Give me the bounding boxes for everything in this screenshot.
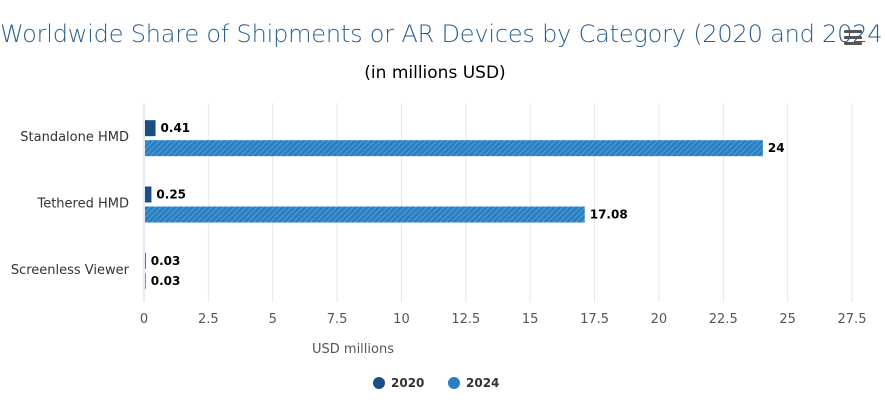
x-tick-label: 2.5 — [198, 312, 219, 327]
x-tick-label: 12.5 — [451, 312, 480, 327]
legend-marker[interactable] — [448, 377, 460, 389]
x-tick-label: 0 — [140, 312, 148, 327]
x-tick-label: 15 — [522, 312, 539, 327]
hamburger-menu-icon[interactable] — [844, 30, 862, 46]
bar-2020[interactable] — [145, 252, 146, 269]
bar-2020[interactable] — [145, 120, 156, 137]
data-label: 24 — [768, 141, 785, 155]
x-tick-label: 5 — [269, 312, 277, 327]
x-tick-label: 10 — [393, 312, 410, 327]
category-label: Standalone HMD — [20, 130, 129, 145]
bar-2024[interactable] — [145, 140, 763, 157]
chart-title: Worldwide Share of Shipments or AR Devic… — [0, 20, 885, 48]
data-label: 0.25 — [156, 188, 186, 202]
x-tick-label: 7.5 — [327, 312, 348, 327]
legend-marker[interactable] — [373, 377, 385, 389]
category-label: Screenless Viewer — [11, 263, 130, 278]
data-label: 17.08 — [590, 208, 628, 222]
x-tick-label: 25 — [779, 312, 796, 327]
x-tick-label: 22.5 — [709, 312, 738, 327]
bar-2024[interactable] — [145, 206, 585, 223]
data-label: 0.03 — [151, 274, 181, 288]
legend-label[interactable]: 2024 — [466, 376, 499, 390]
x-tick-label: 17.5 — [580, 312, 609, 327]
x-axis-title: USD millions — [312, 342, 394, 357]
category-label: Tethered HMD — [36, 197, 129, 212]
data-label: 0.03 — [151, 254, 181, 268]
x-tick-label: 27.5 — [838, 312, 867, 327]
data-label: 0.41 — [161, 121, 191, 135]
bar-2024[interactable] — [145, 272, 146, 289]
legend-label[interactable]: 2020 — [391, 376, 424, 390]
bar-2020[interactable] — [145, 186, 152, 203]
chart-subtitle: (in millions USD) — [364, 63, 506, 83]
x-tick-label: 20 — [651, 312, 668, 327]
